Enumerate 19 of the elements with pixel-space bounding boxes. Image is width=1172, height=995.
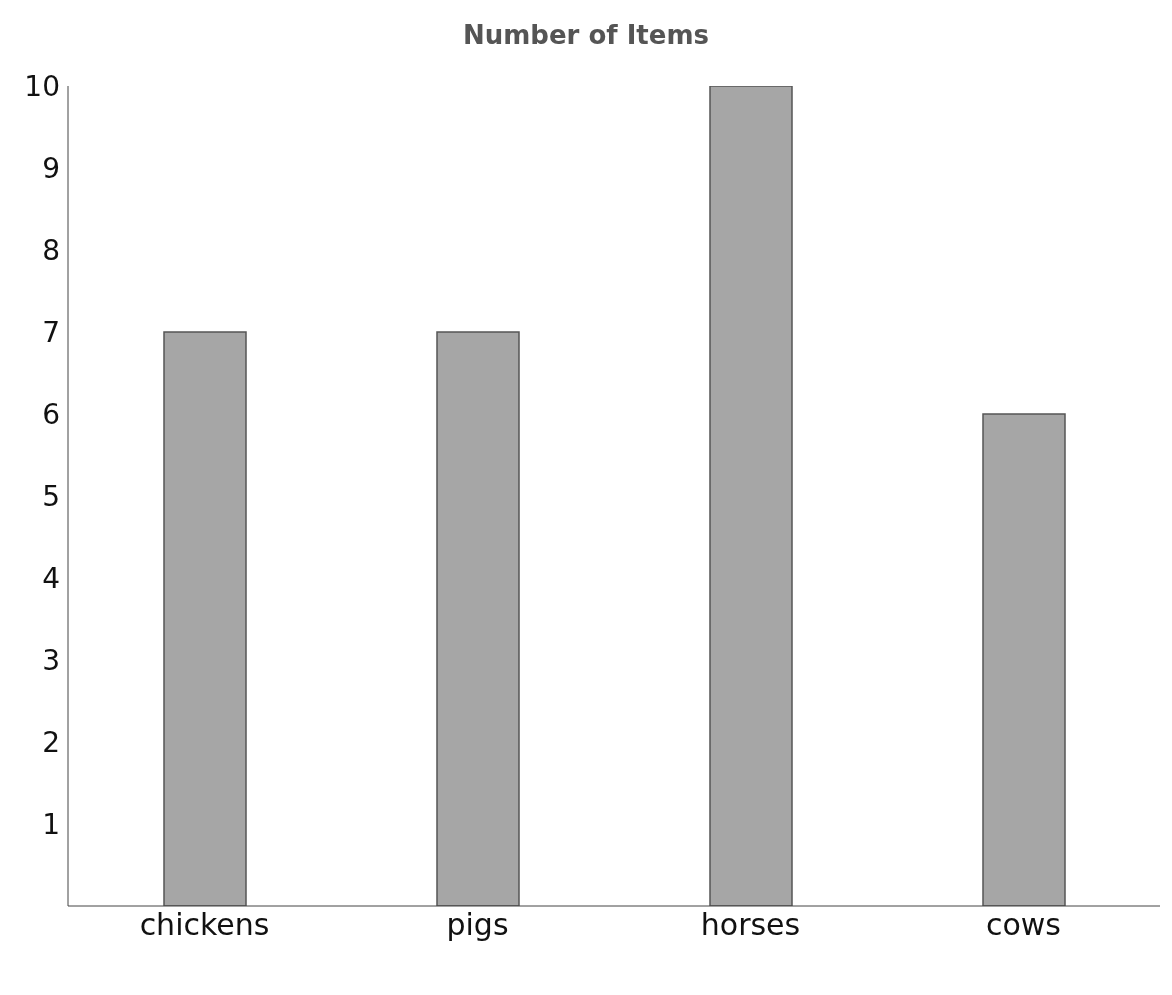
y-tick-label: 1 xyxy=(42,807,60,841)
y-tick-label: 3 xyxy=(42,643,60,677)
y-tick-label: 5 xyxy=(42,479,60,513)
y-tick-label: 9 xyxy=(42,151,60,185)
bar xyxy=(163,331,247,906)
y-tick-label: 10 xyxy=(24,69,60,103)
y-tick-label: 4 xyxy=(42,561,60,595)
x-tick-label: chickens xyxy=(139,907,270,943)
chart-title: Number of Items xyxy=(462,20,710,50)
bar xyxy=(436,331,520,906)
x-tick-label: horses xyxy=(700,907,801,943)
y-tick-label: 2 xyxy=(42,725,60,759)
x-tick-label: pigs xyxy=(446,907,509,943)
y-tick-label: 7 xyxy=(42,315,60,349)
x-tick-label: cows xyxy=(985,907,1062,943)
y-tick-label: 8 xyxy=(42,233,60,267)
bar xyxy=(982,413,1066,906)
bar xyxy=(709,86,793,906)
y-tick-label: 6 xyxy=(42,397,60,431)
